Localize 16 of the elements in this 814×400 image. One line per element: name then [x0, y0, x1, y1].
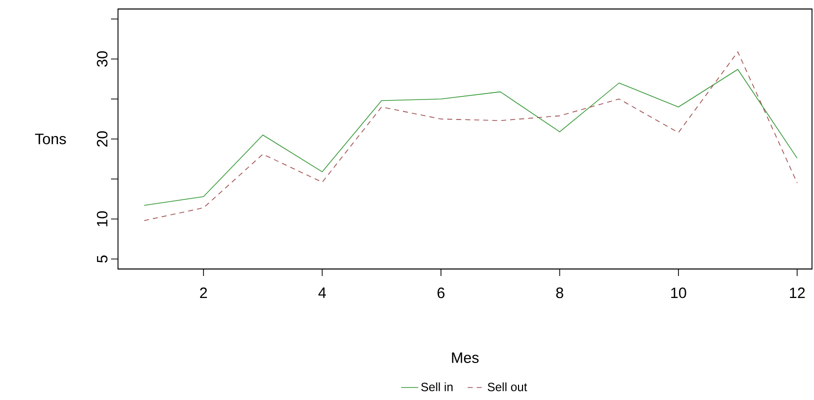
x-tick-label: 12	[790, 288, 805, 298]
y-tick-label: 5	[97, 255, 108, 263]
y-tick-label: 10	[96, 211, 108, 226]
y-tick-label: 20	[96, 131, 108, 147]
x-tick-label: 8	[556, 288, 564, 298]
x-tick-label: 10	[671, 288, 686, 298]
legend-label: Sell out	[488, 382, 528, 392]
line-series	[144, 69, 798, 206]
x-tick-label: 2	[200, 288, 207, 298]
x-axis-title: Mes	[452, 352, 479, 363]
y-tick-label: 30	[96, 51, 108, 67]
y-axis-title: Tons	[35, 134, 66, 144]
line-series	[144, 51, 798, 221]
legend-label: Sell in	[421, 382, 453, 392]
x-tick-label: 6	[438, 288, 444, 298]
x-tick-label: 4	[318, 288, 326, 298]
